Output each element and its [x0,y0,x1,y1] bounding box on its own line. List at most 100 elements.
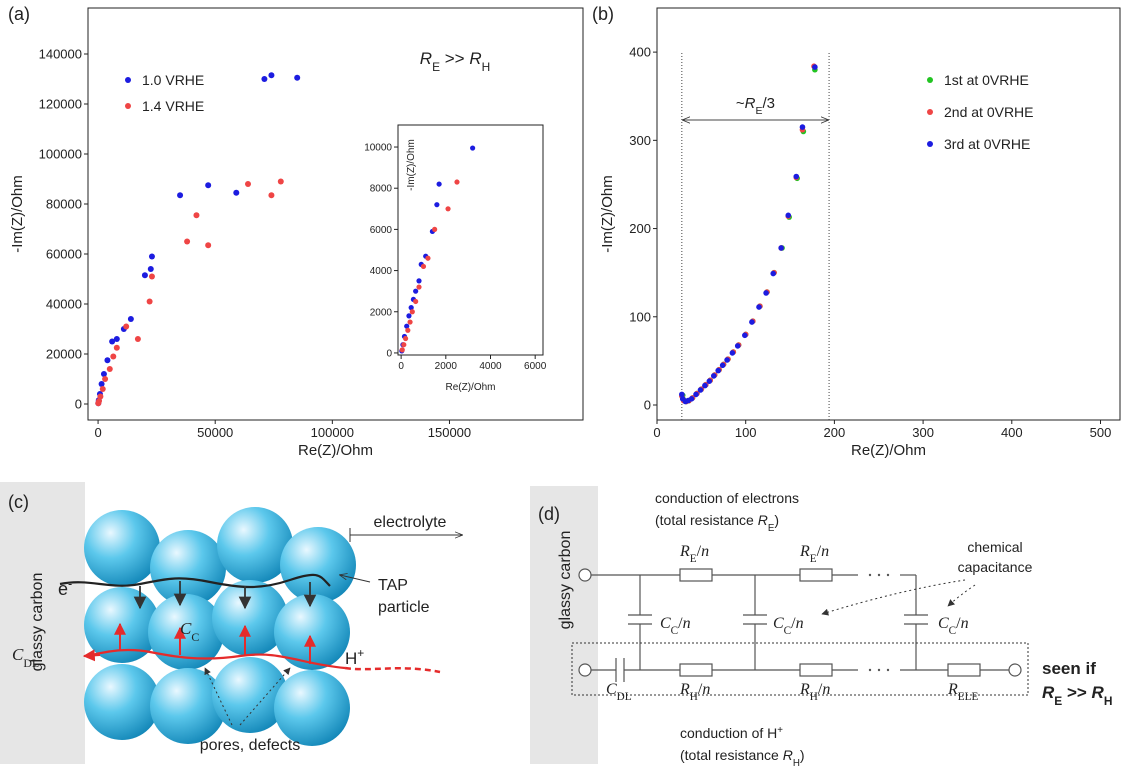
text-part: R [1092,683,1105,702]
text-part: R [469,49,481,68]
text-part: n [822,681,830,698]
annotation: ~RE/3 [736,95,775,117]
data-point [734,343,741,349]
proton-path [87,648,346,670]
label: electrolyte [374,514,447,531]
text-part: C [671,625,678,637]
text-part: C [660,615,671,632]
y-tick-label: 140000 [39,47,82,62]
label: CC/n [660,615,691,637]
label: e- [58,577,72,599]
data-point [277,178,284,185]
legend-marker [927,77,933,83]
text-part: DL [617,691,632,703]
data-point [245,181,252,187]
text-part: H [1104,694,1113,708]
data-point [177,192,184,199]
x-tick-label: 4000 [479,361,502,372]
data-point [147,266,154,272]
text-part: H [690,691,698,703]
data-point [706,378,713,384]
text-part: E [690,553,697,565]
data-point [436,181,442,187]
data-point [98,381,105,387]
data-point [193,212,200,219]
text-part: (total resistance [680,747,783,763]
text-part: C [12,645,24,664]
x-tick-label: 500 [1090,425,1112,440]
text-part: R [679,681,690,698]
text-part: - [68,577,72,591]
text-part: H [345,649,357,668]
electron-arrows [133,581,317,610]
data-point [778,245,784,251]
text-part: / [678,615,683,632]
y-tick-label: 200 [629,221,651,236]
data-point [123,323,130,330]
data-point [109,338,116,345]
x-tick-label: 400 [1001,425,1023,440]
data-point [420,263,427,270]
data-point [148,253,155,260]
data-point [95,400,102,407]
label: RE/n [679,543,709,565]
y-axis-label: -Im(Z)/Ohm [406,139,417,191]
text-part: n [702,681,710,698]
text-part: / [697,543,702,560]
text-part: C [180,619,192,638]
y-tick-label: 100000 [39,147,82,162]
label: CC [180,619,199,644]
text-part: + [777,725,783,736]
text-part: >> [1062,683,1091,702]
label: capacitance [958,559,1033,575]
label: RH/n [799,681,830,703]
text-part: C [191,630,199,644]
substrate-label: glassy carbon [557,531,574,630]
legend-label: 3rd at 0VRHE [944,136,1030,152]
text-part: n [961,615,969,632]
label: RE >> RH [1042,683,1112,708]
x-tick-label: 100000 [311,425,354,440]
x-tick-label: 6000 [524,361,547,372]
data-point [408,305,414,311]
data-point [99,386,106,392]
label: conduction of electrons [655,490,799,506]
label: particle [378,599,430,616]
x-axis-label: Re(Z)/Ohm [851,442,926,459]
legend-marker [125,103,131,109]
data-point [793,173,800,180]
panel-label: (b) [592,4,614,24]
highlight-box [571,642,1029,696]
substrate [530,486,598,764]
text-part: E [755,105,762,117]
x-tick-label: 2000 [435,361,458,372]
legend-label: 1st at 0VRHE [944,72,1029,88]
data-point [719,362,726,369]
text-part: n [821,543,829,560]
text-part: + [357,646,364,660]
y-tick-label: 0 [644,398,651,413]
data-point [402,335,409,342]
text-part: E [810,553,817,565]
legend-label: 2nd at 0VRHE [944,104,1034,120]
data-point [146,298,153,305]
text-part: ELE [958,691,979,703]
data-point [148,273,155,280]
label: CDL [606,681,632,703]
data-point [710,373,717,379]
data-point [113,344,120,351]
text-part: (total resistance [655,512,758,528]
text-part: C [949,625,956,637]
y-axis-label: -Im(Z)/Ohm [599,175,616,252]
text-part: H [810,691,818,703]
text-part: n [683,615,691,632]
text-part: >> [440,49,469,68]
text-part: / [698,681,703,698]
y-tick-label: 400 [629,45,651,60]
label: CC/n [938,615,969,637]
data-point [445,206,451,212]
y-tick-label: 80000 [46,197,82,212]
data-point [404,323,410,329]
text-part: / [818,681,823,698]
text-part: E [432,60,440,74]
